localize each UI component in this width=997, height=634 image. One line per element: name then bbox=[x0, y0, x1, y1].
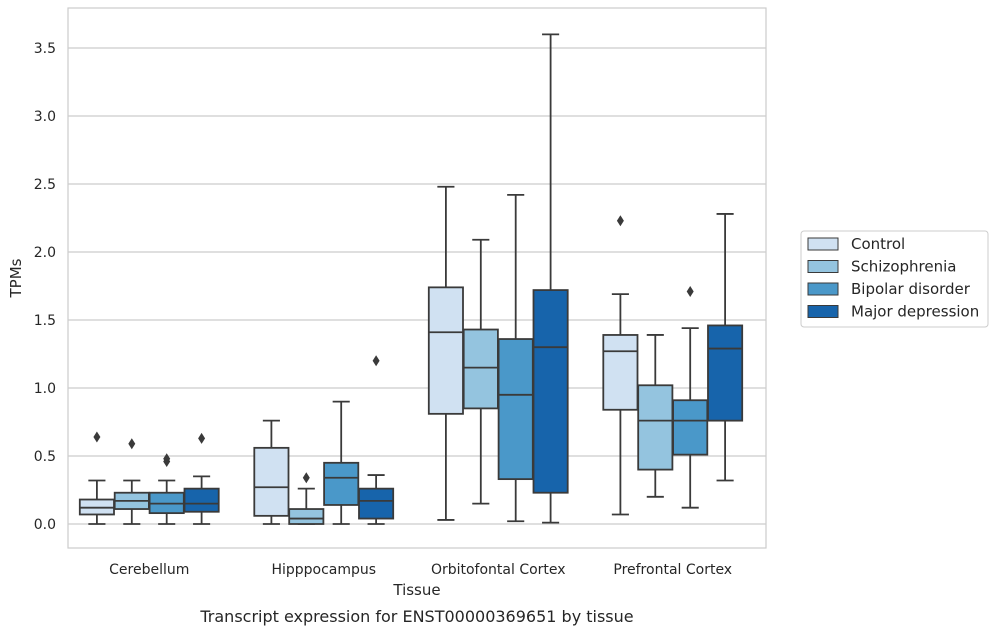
box-iqr bbox=[358, 487, 395, 520]
box-major-depression bbox=[707, 213, 744, 482]
chart-caption: Transcript expression for ENST0000036965… bbox=[199, 607, 633, 626]
grid-lines bbox=[68, 47, 766, 525]
y-tick-label: 2.0 bbox=[34, 245, 56, 261]
box-major-depression bbox=[183, 432, 220, 525]
y-tick-label: 3.5 bbox=[34, 41, 56, 57]
outlier-point bbox=[686, 285, 694, 297]
legend-swatch bbox=[807, 237, 839, 251]
box-control bbox=[602, 215, 639, 516]
box-iqr bbox=[707, 324, 744, 422]
legend-label: Schizophrenia bbox=[851, 258, 956, 276]
box-control bbox=[78, 431, 115, 525]
y-tick-label: 2.5 bbox=[34, 177, 56, 193]
box-iqr bbox=[497, 338, 534, 481]
legend-swatch bbox=[807, 260, 839, 273]
x-tick-label: Orbitofontal Cortex bbox=[431, 562, 566, 578]
box-iqr bbox=[288, 508, 325, 525]
box-major-depression bbox=[532, 33, 569, 524]
box-iqr bbox=[462, 328, 499, 410]
outlier-point bbox=[198, 432, 206, 444]
outlier-point bbox=[128, 438, 136, 450]
x-tick-label: Hipppocampus bbox=[271, 562, 376, 578]
legend: Control Schizophrenia Bipolar disorder Majo… bbox=[800, 230, 989, 328]
box-series bbox=[78, 33, 744, 525]
legend-label: Major depression bbox=[851, 303, 979, 321]
box-schizophrenia bbox=[113, 438, 150, 525]
outlier-point bbox=[163, 453, 171, 465]
box-iqr bbox=[253, 446, 290, 517]
outlier-point bbox=[372, 355, 380, 367]
outlier-point bbox=[302, 472, 310, 484]
box-iqr bbox=[532, 289, 569, 494]
legend-frame bbox=[800, 230, 989, 328]
outlier-point bbox=[616, 215, 624, 227]
y-axis-ticks: 0.0 0.5 1.0 1.5 2.0 2.5 3.0 3.5 bbox=[34, 41, 56, 533]
box-schizophrenia bbox=[288, 472, 325, 525]
x-tick-label: Cerebellum bbox=[109, 562, 189, 578]
box-major-depression bbox=[358, 355, 395, 525]
legend-swatch bbox=[807, 305, 839, 318]
box-iqr bbox=[323, 461, 360, 506]
y-tick-label: 0.0 bbox=[34, 517, 56, 533]
box-iqr bbox=[637, 384, 674, 471]
outlier-point bbox=[93, 431, 101, 443]
y-tick-label: 3.0 bbox=[34, 109, 56, 125]
box-iqr bbox=[183, 487, 220, 513]
box-schizophrenia bbox=[637, 334, 674, 498]
box-control bbox=[427, 185, 464, 521]
box-bipolar-disorder bbox=[672, 285, 709, 509]
box-iqr bbox=[602, 334, 639, 411]
box-schizophrenia bbox=[462, 238, 499, 505]
y-axis-label: TPMs bbox=[7, 258, 25, 298]
legend-label: Bipolar disorder bbox=[851, 280, 971, 298]
box-bipolar-disorder bbox=[497, 193, 534, 523]
legend-swatch bbox=[807, 282, 839, 296]
box-control bbox=[253, 419, 290, 525]
legend-label: Control bbox=[851, 235, 905, 253]
y-tick-label: 1.0 bbox=[34, 381, 56, 397]
box-iqr bbox=[427, 286, 464, 415]
legend-items: Control Schizophrenia Bipolar disorder Majo… bbox=[807, 235, 979, 321]
y-tick-label: 1.5 bbox=[34, 313, 56, 329]
box-bipolar-disorder bbox=[323, 400, 360, 525]
box-iqr bbox=[672, 399, 709, 456]
plot-area-frame bbox=[67, 7, 767, 549]
y-tick-label: 0.5 bbox=[34, 449, 56, 465]
x-axis-ticks: Cerebellum Hipppocampus Orbitofontal Corte… bbox=[109, 562, 732, 578]
x-tick-label: Prefrontal Cortex bbox=[613, 562, 732, 578]
box-bipolar-disorder bbox=[148, 453, 185, 525]
x-axis-label: Tissue bbox=[392, 581, 440, 599]
